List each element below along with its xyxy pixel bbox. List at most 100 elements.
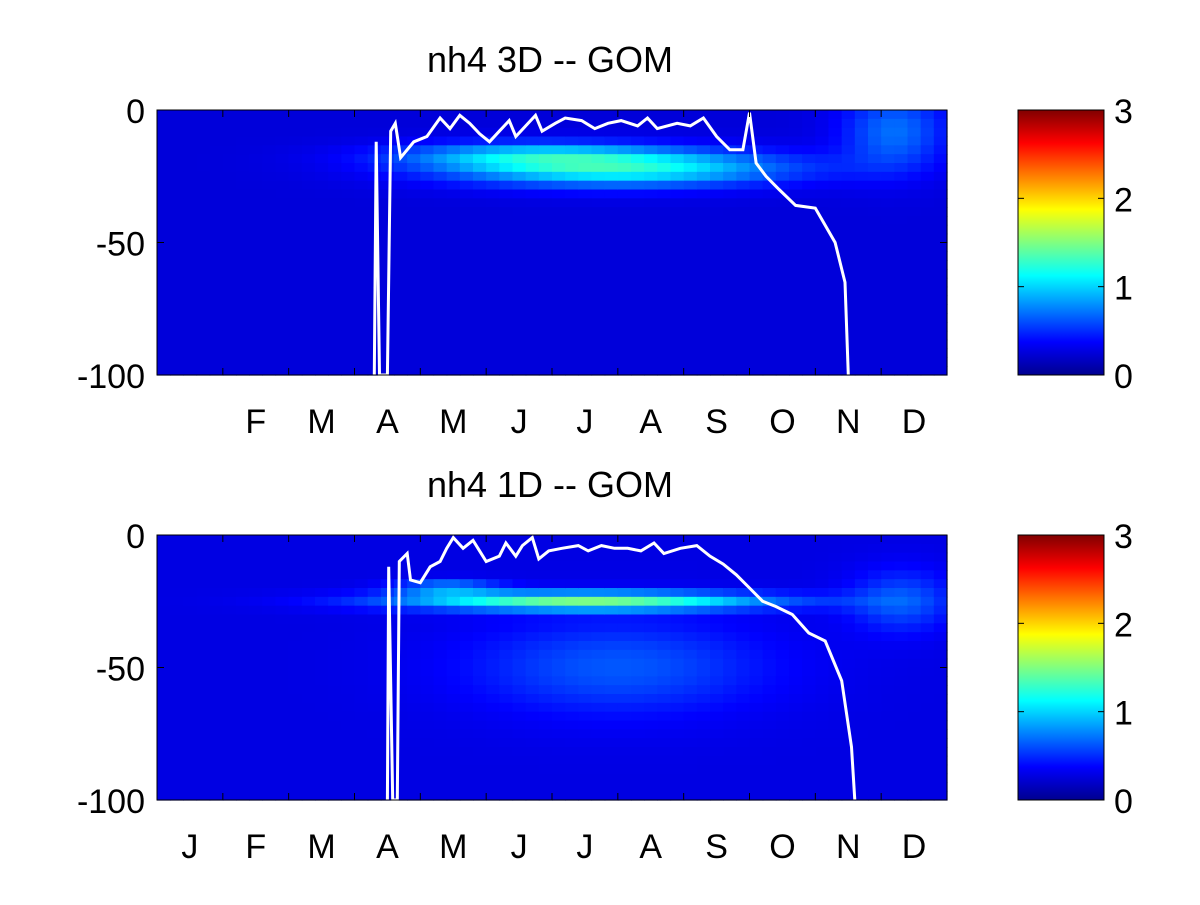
heatmap-cell [275, 694, 290, 704]
heatmap-cell [789, 561, 803, 571]
heatmap-cell [367, 552, 382, 563]
heatmap-cell [920, 330, 935, 341]
heatmap-cell [591, 171, 606, 182]
heatmap-cell [683, 277, 698, 288]
heatmap-cell [499, 614, 514, 624]
heatmap-cell [222, 163, 237, 173]
heatmap-cell [328, 348, 342, 358]
heatmap-cell [631, 171, 645, 182]
heatmap-cell [907, 623, 922, 633]
heatmap-cell [749, 277, 764, 288]
heatmap-cell [473, 535, 487, 545]
heatmap-cell [775, 127, 790, 138]
heatmap-cell [262, 233, 277, 244]
heatmap-cell [617, 224, 632, 235]
heatmap-cell [354, 304, 369, 314]
heatmap-cell [841, 110, 856, 120]
heatmap-cell [262, 588, 277, 598]
heatmap-cell [591, 641, 606, 651]
heatmap-cell [815, 755, 830, 766]
heatmap-cell [775, 269, 790, 279]
heatmap-cell [894, 242, 909, 252]
heatmap-cell [394, 180, 408, 191]
heatmap-cell [933, 543, 948, 554]
heatmap-cell [907, 552, 922, 563]
heatmap-cell [762, 163, 777, 173]
heatmap-cell [604, 579, 619, 589]
heatmap-cell [683, 339, 698, 350]
heatmap-cell [209, 632, 224, 642]
heatmap-cell [723, 614, 737, 624]
heatmap-cell [459, 286, 474, 297]
heatmap-cell [315, 224, 329, 235]
heatmap-cell [696, 694, 711, 704]
heatmap-cell [815, 242, 830, 252]
heatmap-cell [907, 330, 922, 341]
heatmap-cell [683, 641, 698, 651]
heatmap-cell [380, 552, 395, 563]
heatmap-cell [828, 357, 843, 367]
heatmap-cell [394, 207, 408, 217]
heatmap-cell [710, 667, 724, 677]
heatmap-cell [933, 127, 948, 138]
heatmap-cell [183, 543, 198, 554]
heatmap-cell [380, 216, 395, 226]
heatmap-cell [696, 118, 711, 129]
heatmap-cell [328, 720, 342, 730]
heatmap-cell [341, 154, 356, 164]
heatmap-cell [894, 720, 909, 730]
heatmap-cell [749, 791, 764, 801]
heatmap-cell [802, 543, 816, 554]
heatmap-cell [499, 136, 514, 146]
panel-2-colorbar-frame [1017, 534, 1105, 801]
heatmap-cell [262, 163, 277, 173]
heatmap-cell [249, 216, 263, 226]
heatmap-cell [907, 764, 922, 775]
heatmap-cell [222, 330, 237, 341]
heatmap-cell [881, 570, 895, 580]
heatmap-cell [802, 171, 816, 182]
heatmap-cell [749, 702, 764, 713]
heatmap-cell [565, 127, 579, 138]
heatmap-cell [696, 127, 711, 138]
heatmap-cell [196, 791, 211, 801]
heatmap-cell [275, 588, 290, 598]
heatmap-cell [525, 649, 540, 660]
heatmap-cell [552, 755, 566, 766]
heatmap-cell [538, 694, 553, 704]
heatmap-cell [459, 623, 474, 633]
heatmap-cell [749, 189, 764, 199]
heatmap-cell [815, 685, 830, 695]
heatmap-cell [644, 632, 658, 642]
heatmap-cell [565, 667, 579, 677]
heatmap-cell [683, 535, 698, 545]
heatmap-cell [933, 180, 948, 191]
heatmap-cell [604, 207, 619, 217]
heatmap-cell [170, 171, 184, 182]
heatmap-cell [301, 260, 316, 270]
heatmap-cell [775, 570, 790, 580]
heatmap-cell [657, 224, 672, 235]
heatmap-cell [762, 260, 777, 270]
heatmap-cell [749, 145, 764, 155]
heatmap-cell [222, 348, 237, 358]
heatmap-cell [209, 357, 224, 367]
heatmap-cell [683, 614, 698, 624]
heatmap-cell [552, 791, 566, 801]
heatmap-cell [525, 605, 540, 616]
heatmap-cell [762, 738, 777, 748]
heatmap-cell [723, 180, 737, 191]
heatmap-cell [512, 764, 527, 775]
heatmap-cell [367, 747, 382, 757]
heatmap-cell [789, 605, 803, 616]
heatmap-cell [420, 588, 435, 598]
heatmap-cell [367, 632, 382, 642]
heatmap-cell [683, 570, 698, 580]
heatmap-cell [933, 702, 948, 713]
heatmap-cell [473, 207, 487, 217]
heatmap-cell [591, 242, 606, 252]
heatmap-cell [446, 552, 461, 563]
panel-1-colorbar-gradient [1018, 110, 1104, 375]
heatmap-cell [749, 729, 764, 739]
